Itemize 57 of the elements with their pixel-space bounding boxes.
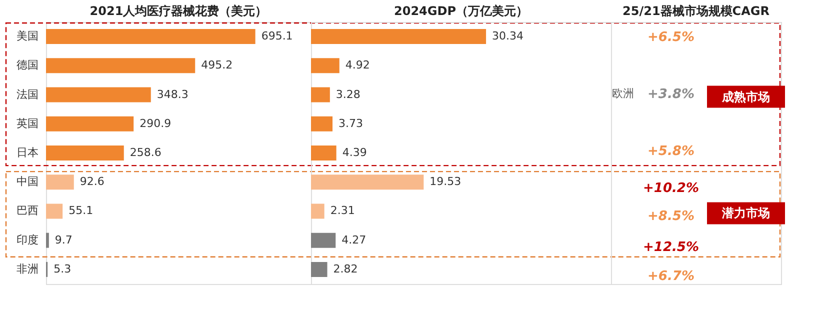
y-tick-label: 英国: [16, 116, 38, 130]
y-tick-label: 日本: [16, 146, 38, 159]
bar: [46, 232, 49, 248]
data-label: 92.6: [80, 175, 104, 188]
bar: [311, 58, 340, 74]
data-label: 4.92: [345, 58, 370, 72]
bar: [311, 29, 486, 44]
text: +6.7%: [648, 269, 694, 284]
y-tick-label: 中国: [16, 175, 38, 188]
data-label: 695.1: [261, 30, 293, 43]
data-label: 2.82: [333, 262, 358, 276]
bar: [311, 262, 328, 277]
bar: [311, 174, 424, 190]
text: +10.2%: [643, 181, 699, 196]
bar: [46, 116, 134, 132]
y-tick-label: 非洲: [16, 262, 38, 276]
data-label: 30.34: [492, 30, 524, 43]
data-label: 5.3: [54, 262, 72, 276]
data-label: 3.73: [338, 116, 364, 130]
data-label: 55.1: [68, 204, 94, 218]
data-label: 258.6: [130, 146, 162, 159]
bar: [311, 116, 333, 132]
text: 潜力市场: [721, 206, 770, 220]
y-tick-label: 德国: [16, 58, 38, 72]
y-tick-label: 印度: [16, 233, 38, 246]
chart-title: 2021人均医疗器械花费（美元）: [90, 4, 268, 18]
data-label: 348.3: [156, 88, 188, 101]
text: +12.5%: [643, 240, 699, 255]
chart-title: 2024GDP（万亿美元）: [394, 4, 528, 18]
text: +8.5%: [648, 209, 694, 224]
bar: [46, 87, 151, 102]
text: 欧洲: [612, 87, 634, 100]
bar: [311, 204, 324, 219]
bar: [311, 146, 336, 160]
data-label: 4.27: [342, 233, 366, 246]
text: 25/21器械市场规模CAGR: [622, 4, 770, 18]
bar: [46, 174, 74, 190]
bar: [46, 146, 124, 160]
data-label: 19.53: [430, 175, 462, 188]
bar: [46, 204, 63, 219]
text: +3.8%: [648, 87, 694, 102]
data-label: 495.2: [201, 58, 233, 72]
bar: [46, 29, 256, 44]
y-tick-label: 法国: [16, 88, 38, 101]
data-label: 9.7: [54, 233, 72, 246]
data-label: 4.39: [342, 146, 367, 159]
text: +5.8%: [648, 144, 694, 159]
data-label: 2.31: [330, 204, 355, 218]
y-tick-label: 巴西: [16, 204, 38, 218]
data-label: 290.9: [140, 116, 172, 130]
y-tick-label: 美国: [16, 30, 38, 43]
bar: [46, 58, 196, 74]
bar: [311, 87, 330, 102]
data-label: 3.28: [336, 88, 360, 101]
bar: [311, 232, 336, 248]
text: 成熟市场: [721, 90, 770, 104]
text: +6.5%: [648, 30, 694, 45]
